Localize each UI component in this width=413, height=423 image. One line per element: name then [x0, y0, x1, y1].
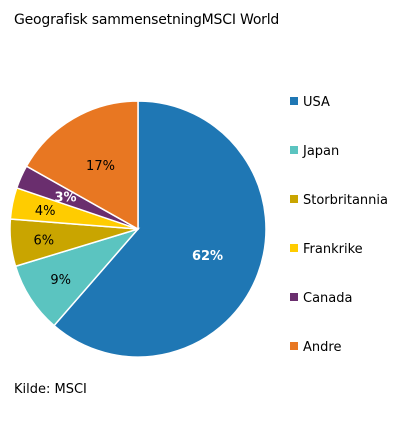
legend-label-storbritannia: Storbritannia: [303, 193, 388, 208]
chart-title: Geografisk sammensetningMSCI World: [14, 12, 280, 28]
legend-label-japan: Japan: [302, 144, 339, 159]
pie-label-usa: 62%: [192, 249, 223, 264]
pie-label-japan: 9%: [50, 273, 71, 288]
pie-slice-usa: [52, 100, 267, 358]
pie-label-frankrike: 4%: [35, 204, 56, 219]
pie-label-andre: 17%: [86, 159, 115, 174]
legend-label-canada: Canada: [303, 291, 352, 306]
source-note: Kilde: MSCI: [14, 382, 87, 397]
legend-label-andre: Andre: [303, 340, 341, 355]
pie-slices: [9, 100, 267, 358]
legend-swatch-andre: [290, 342, 298, 350]
pie-label-canada: 3%: [54, 191, 76, 206]
legend-swatch-frankrike: [290, 244, 298, 252]
legend-swatch-canada: [290, 293, 298, 301]
pie-slice-andre: [25, 100, 139, 231]
chart-legend: USA Japan Storbritannia Frankrike Canada Andr…: [290, 95, 388, 355]
legend-swatch-storbritannia: [290, 195, 298, 203]
pie-label-storbritannia: 6%: [33, 233, 54, 248]
legend-swatch-usa: [290, 97, 298, 105]
pie-percent-labels: 62% 9% 6% 4%3% 17%: [33, 159, 223, 288]
legend-swatch-japan: [290, 146, 298, 154]
legend-label-frankrike: Frankrike: [303, 242, 363, 257]
legend-label-usa: USA: [303, 95, 330, 110]
